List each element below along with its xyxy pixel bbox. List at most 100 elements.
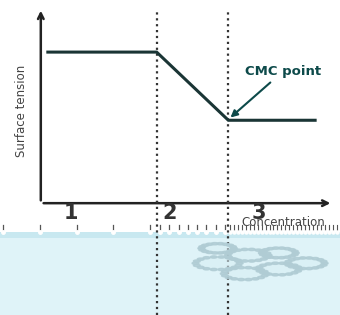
Circle shape [312,257,319,260]
Text: 3: 3 [251,203,266,223]
Text: 1: 1 [64,203,79,223]
Circle shape [225,268,232,270]
Circle shape [293,257,300,260]
Circle shape [210,256,217,258]
Circle shape [288,249,295,251]
Circle shape [262,272,269,275]
Circle shape [231,266,238,268]
Circle shape [224,254,231,256]
Circle shape [220,272,227,275]
Circle shape [256,270,263,272]
Circle shape [267,248,274,250]
Circle shape [262,255,269,257]
Circle shape [197,258,204,260]
Circle shape [306,267,313,270]
Circle shape [241,260,248,262]
Circle shape [232,249,265,261]
Circle shape [288,259,295,261]
Circle shape [260,258,267,260]
Text: 2: 2 [163,203,177,223]
Circle shape [291,258,321,268]
Circle shape [245,278,252,281]
Circle shape [265,263,272,265]
Circle shape [198,247,205,249]
Circle shape [241,248,248,251]
Circle shape [258,252,265,254]
Circle shape [259,250,266,252]
Circle shape [206,251,213,254]
Circle shape [296,268,303,270]
Circle shape [265,254,272,256]
Circle shape [278,247,285,249]
Circle shape [235,249,241,251]
Circle shape [264,252,271,254]
Circle shape [261,275,268,277]
Circle shape [257,276,264,279]
Circle shape [199,246,206,248]
Circle shape [291,272,298,274]
Circle shape [227,250,234,253]
Circle shape [229,250,236,253]
Circle shape [231,258,238,260]
Circle shape [226,256,233,258]
Circle shape [252,278,259,280]
Circle shape [265,248,293,258]
Circle shape [278,257,285,259]
Circle shape [294,266,301,268]
Circle shape [235,264,242,266]
Circle shape [236,262,243,264]
Circle shape [312,267,319,269]
Circle shape [256,266,263,268]
Circle shape [279,262,286,264]
Circle shape [321,262,328,264]
Circle shape [272,274,279,276]
Circle shape [291,264,298,266]
Bar [0,232,340,238]
Circle shape [231,278,238,280]
Circle shape [193,260,200,262]
Circle shape [248,248,255,251]
Circle shape [211,243,218,245]
Circle shape [288,266,295,268]
Circle shape [202,250,208,253]
Circle shape [292,252,299,254]
Circle shape [204,244,231,253]
Circle shape [260,250,267,253]
Circle shape [320,264,327,266]
Circle shape [284,248,291,250]
Circle shape [299,257,306,259]
Circle shape [210,268,217,271]
Circle shape [238,266,244,269]
Circle shape [257,269,264,271]
Circle shape [284,256,291,258]
Circle shape [286,273,292,275]
Circle shape [291,254,298,256]
Circle shape [260,264,267,266]
Circle shape [264,256,271,258]
Circle shape [265,273,272,275]
Circle shape [279,274,286,276]
Circle shape [230,249,236,251]
Circle shape [317,266,324,268]
Circle shape [272,247,279,249]
Circle shape [203,257,210,259]
Circle shape [217,252,224,254]
Circle shape [197,266,204,268]
Circle shape [267,256,274,258]
Circle shape [235,259,241,261]
Circle shape [229,258,236,260]
Circle shape [200,257,236,269]
Circle shape [245,266,252,269]
Circle shape [192,262,199,264]
Circle shape [231,247,237,249]
Circle shape [299,267,306,270]
Circle shape [227,244,234,246]
Circle shape [272,257,279,259]
Circle shape [262,249,269,251]
Circle shape [222,243,229,245]
Circle shape [284,262,291,264]
Circle shape [222,270,228,273]
Circle shape [202,244,208,246]
Circle shape [262,263,295,275]
Circle shape [230,246,236,248]
